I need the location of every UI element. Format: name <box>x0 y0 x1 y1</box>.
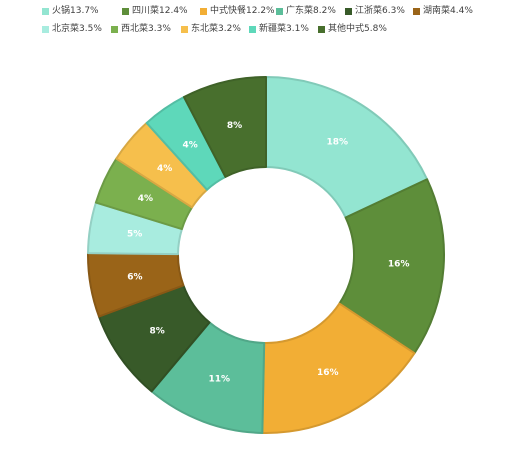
slice-data-label: 16% <box>388 260 410 270</box>
slice-data-label: 18% <box>327 138 349 148</box>
legend-label: 其他中式 <box>328 24 365 34</box>
legend-item: 西北菜 3.3% <box>111 23 171 35</box>
legend-label: 四川菜 <box>132 6 160 16</box>
legend-value: 12.2% <box>246 6 275 16</box>
legend-item: 火锅 13.7% <box>42 5 99 17</box>
legend-swatch <box>200 7 207 15</box>
chart-legend: 火锅 13.7% 四川菜 12.4% 中式快餐 12.2% 广东菜 8.2% 江浙菜 6.3% 湖南… <box>0 0 529 40</box>
slice-data-label: 5% <box>127 230 142 240</box>
legend-value: 3.3% <box>148 24 171 34</box>
legend-value: 6.3% <box>382 6 405 16</box>
legend-swatch <box>42 25 49 33</box>
legend-item: 新疆菜 3.1% <box>249 23 309 35</box>
donut-slices <box>87 76 445 434</box>
legend-item: 湖南菜 4.4% <box>413 5 473 17</box>
legend-swatch <box>276 7 283 15</box>
slice-data-label: 11% <box>209 375 231 385</box>
legend-swatch <box>413 7 420 15</box>
legend-label: 湖南菜 <box>423 6 451 16</box>
slice-data-label: 4% <box>138 194 153 204</box>
legend-swatch <box>122 7 129 15</box>
legend-value: 3.5% <box>79 24 102 34</box>
legend-label: 中式快餐 <box>210 6 247 16</box>
slice-data-label: 6% <box>127 273 142 283</box>
slice-data-label: 4% <box>157 164 172 174</box>
legend-value: 8.2% <box>313 6 336 16</box>
legend-item: 四川菜 12.4% <box>122 5 188 17</box>
legend-swatch <box>42 7 49 15</box>
legend-value: 3.2% <box>218 24 241 34</box>
legend-value: 13.7% <box>70 6 99 16</box>
slice-data-label: 8% <box>150 327 165 337</box>
legend-label: 江浙菜 <box>355 6 383 16</box>
pie-slice <box>182 76 267 178</box>
legend-swatch <box>318 25 325 33</box>
legend-item: 东北菜 3.2% <box>181 23 241 35</box>
slice-data-label: 8% <box>227 121 242 131</box>
legend-item: 中式快餐 12.2% <box>200 5 275 17</box>
slice-data-label: 16% <box>317 368 339 378</box>
legend-value: 3.1% <box>286 24 309 34</box>
legend-item: 北京菜 3.5% <box>42 23 102 35</box>
pie-slice <box>338 178 445 355</box>
legend-value: 5.8% <box>364 24 387 34</box>
pie-slice <box>261 302 416 434</box>
legend-label: 广东菜 <box>286 6 314 16</box>
legend-label: 火锅 <box>52 6 71 16</box>
slice-data-label: 4% <box>183 141 198 151</box>
legend-value: 4.4% <box>450 6 473 16</box>
legend-swatch <box>181 25 188 33</box>
legend-swatch <box>249 25 256 33</box>
donut-data-labels: 18% 16% 16% 11% 8% 6% 5% 4% 4% 4% 8% <box>127 121 410 385</box>
legend-label: 西北菜 <box>121 24 149 34</box>
legend-label: 东北菜 <box>191 24 219 34</box>
legend-swatch <box>111 25 118 33</box>
legend-label: 新疆菜 <box>259 24 287 34</box>
legend-value: 12.4% <box>159 6 188 16</box>
pie-slice <box>265 76 429 219</box>
legend-item: 其他中式 5.8% <box>318 23 387 35</box>
legend-item: 广东菜 8.2% <box>276 5 336 17</box>
legend-item: 江浙菜 6.3% <box>345 5 405 17</box>
legend-swatch <box>345 7 352 15</box>
legend-label: 北京菜 <box>52 24 80 34</box>
